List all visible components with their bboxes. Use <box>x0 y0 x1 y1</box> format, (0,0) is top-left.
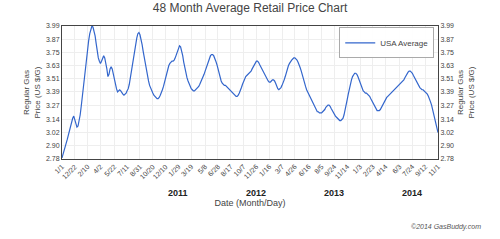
svg-text:4/14: 4/14 <box>374 163 389 178</box>
svg-text:10/20: 10/20 <box>139 163 156 180</box>
svg-text:5/8: 5/8 <box>196 163 208 175</box>
svg-text:12/22: 12/22 <box>61 163 78 180</box>
svg-text:Regular GasPrice (US $/G): Regular GasPrice (US $/G) <box>22 66 41 118</box>
svg-text:9/12: 9/12 <box>414 163 429 178</box>
svg-text:2.78: 2.78 <box>440 155 454 162</box>
svg-text:2/10: 2/10 <box>76 163 91 178</box>
svg-text:Regular GasPrice (US $/G): Regular GasPrice (US $/G) <box>456 66 475 118</box>
svg-text:2.90: 2.90 <box>46 142 60 149</box>
svg-text:3.02: 3.02 <box>440 129 454 136</box>
svg-text:2.90: 2.90 <box>440 142 454 149</box>
svg-text:3.51: 3.51 <box>46 75 60 82</box>
svg-text:11/14: 11/14 <box>333 163 350 180</box>
svg-text:8/5: 8/5 <box>313 163 325 175</box>
svg-text:3.02: 3.02 <box>46 129 60 136</box>
svg-text:3.99: 3.99 <box>440 22 454 29</box>
svg-text:©2014 GasBuddy.com: ©2014 GasBuddy.com <box>411 223 481 231</box>
svg-text:7/24: 7/24 <box>401 163 416 178</box>
svg-text:7/11: 7/11 <box>116 163 130 177</box>
svg-text:3.27: 3.27 <box>46 102 60 109</box>
svg-text:6/28: 6/28 <box>207 163 222 178</box>
svg-text:1/3: 1/3 <box>351 163 363 175</box>
svg-text:3.75: 3.75 <box>440 49 454 56</box>
svg-text:1/16: 1/16 <box>258 163 273 178</box>
svg-text:2/23: 2/23 <box>361 163 376 178</box>
svg-text:2.78: 2.78 <box>46 155 60 162</box>
svg-text:1/29: 1/29 <box>167 163 182 178</box>
svg-text:11/1: 11/1 <box>427 163 441 177</box>
svg-text:3.39: 3.39 <box>440 88 454 95</box>
svg-text:3/19: 3/19 <box>180 163 195 178</box>
svg-text:2012: 2012 <box>246 188 266 198</box>
svg-text:6/16: 6/16 <box>297 163 312 178</box>
svg-text:3.99: 3.99 <box>46 22 60 29</box>
svg-text:3/7: 3/7 <box>273 163 285 175</box>
svg-text:5/22: 5/22 <box>103 163 118 178</box>
svg-text:8/31: 8/31 <box>129 163 144 178</box>
svg-text:9/24: 9/24 <box>323 163 338 178</box>
svg-text:4/2: 4/2 <box>92 163 104 175</box>
svg-text:3.75: 3.75 <box>46 49 60 56</box>
svg-text:3.87: 3.87 <box>440 36 454 43</box>
svg-text:2013: 2013 <box>324 188 344 198</box>
svg-text:3.39: 3.39 <box>46 88 60 95</box>
svg-text:3.63: 3.63 <box>46 62 60 69</box>
svg-text:2014: 2014 <box>402 188 422 198</box>
svg-text:3.51: 3.51 <box>440 75 454 82</box>
svg-text:10/7: 10/7 <box>232 163 247 178</box>
svg-text:Date (Month/Day): Date (Month/Day) <box>214 198 285 208</box>
svg-text:3.14: 3.14 <box>440 116 454 123</box>
svg-text:USA Average: USA Average <box>380 39 428 48</box>
svg-text:8/17: 8/17 <box>219 163 234 178</box>
svg-text:48 Month Average Retail Price: 48 Month Average Retail Price Chart <box>153 1 348 15</box>
svg-text:3.63: 3.63 <box>440 62 454 69</box>
svg-text:6/3: 6/3 <box>391 163 403 175</box>
svg-text:11/26: 11/26 <box>243 163 260 180</box>
svg-text:4/26: 4/26 <box>283 163 298 178</box>
svg-text:2011: 2011 <box>168 188 188 198</box>
svg-text:3.27: 3.27 <box>440 102 454 109</box>
svg-text:12/10: 12/10 <box>151 163 168 180</box>
svg-text:3.14: 3.14 <box>46 116 60 123</box>
svg-text:3.87: 3.87 <box>46 36 60 43</box>
svg-text:1/1: 1/1 <box>53 163 65 175</box>
